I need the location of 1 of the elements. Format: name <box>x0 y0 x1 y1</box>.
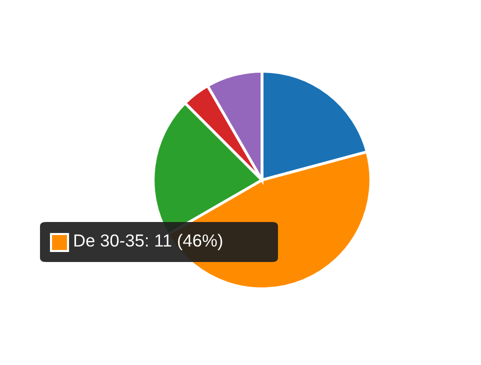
data-label: De 30-35: 11 (46%) <box>74 234 222 250</box>
